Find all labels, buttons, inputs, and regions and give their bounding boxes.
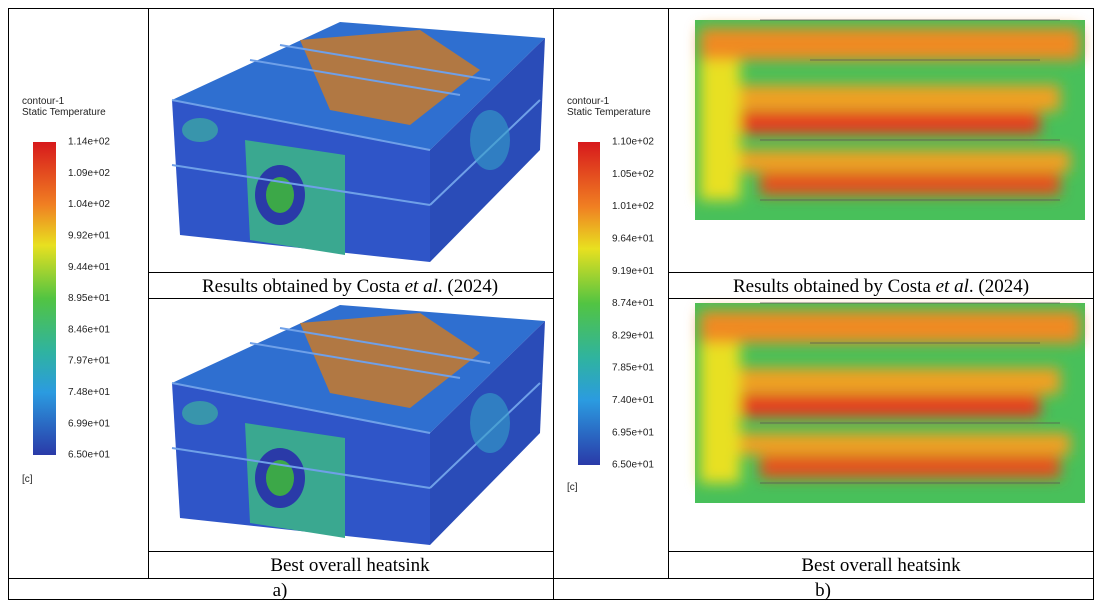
- legend-level: 6.50e+01: [68, 450, 110, 461]
- caption-text: Results obtained by Costa: [202, 276, 405, 297]
- legend-level: 1.01e+02: [612, 201, 654, 212]
- colorbar: [578, 142, 600, 465]
- simulation-image: [695, 20, 1085, 220]
- legend-level: 7.48e+01: [68, 387, 110, 398]
- caption-emphasis: et al: [936, 276, 969, 297]
- legend-level: 6.95e+01: [612, 427, 654, 438]
- legend-level: 6.50e+01: [612, 460, 654, 471]
- legend-quantity: Static Temperature: [567, 107, 651, 118]
- legend-level: 9.92e+01: [68, 231, 110, 242]
- legend-level: 1.05e+02: [612, 169, 654, 180]
- caption: Best overall heatsink: [270, 555, 430, 576]
- caption: Best overall heatsink: [801, 555, 961, 576]
- legend-unit: [c]: [22, 474, 33, 485]
- legend-level: 8.29e+01: [612, 330, 654, 341]
- legend-unit: [c]: [567, 482, 578, 493]
- legend-level: 1.10e+02: [612, 137, 654, 148]
- caption: Results obtained by Costa et al. (2024): [733, 276, 1029, 297]
- legend-level: 7.85e+01: [612, 363, 654, 374]
- caption-emphasis: et al: [405, 276, 438, 297]
- caption: Results obtained by Costa et al. (2024): [202, 276, 498, 297]
- legend-level: 9.19e+01: [612, 266, 654, 277]
- figure: contour-1 Static Temperature [c] contour…: [0, 0, 1102, 608]
- legend-level: 1.09e+02: [68, 168, 110, 179]
- legend-level: 8.74e+01: [612, 298, 654, 309]
- legend-level: 1.04e+02: [68, 199, 110, 210]
- simulation-image: [695, 303, 1085, 503]
- caption-text: . (2024): [438, 276, 498, 297]
- legend-level: 7.40e+01: [612, 395, 654, 406]
- legend-level: 9.44e+01: [68, 262, 110, 273]
- legend-level: 9.64e+01: [612, 234, 654, 245]
- caption-text: . (2024): [969, 276, 1029, 297]
- simulation-image: [172, 305, 545, 545]
- legend-name: contour-1: [22, 96, 65, 107]
- simulation-image: [172, 22, 545, 262]
- legend-level: 7.97e+01: [68, 356, 110, 367]
- colorbar: [33, 142, 56, 455]
- legend-level: 8.46e+01: [68, 324, 110, 335]
- caption-text: Results obtained by Costa: [733, 276, 936, 297]
- legend-level: 8.95e+01: [68, 293, 110, 304]
- panel-label: a): [273, 580, 288, 601]
- legend-level: 1.14e+02: [68, 137, 110, 148]
- legend-quantity: Static Temperature: [22, 107, 106, 118]
- legend-name: contour-1: [567, 96, 610, 107]
- legend-level: 6.99e+01: [68, 418, 110, 429]
- panel-label: b): [815, 580, 831, 601]
